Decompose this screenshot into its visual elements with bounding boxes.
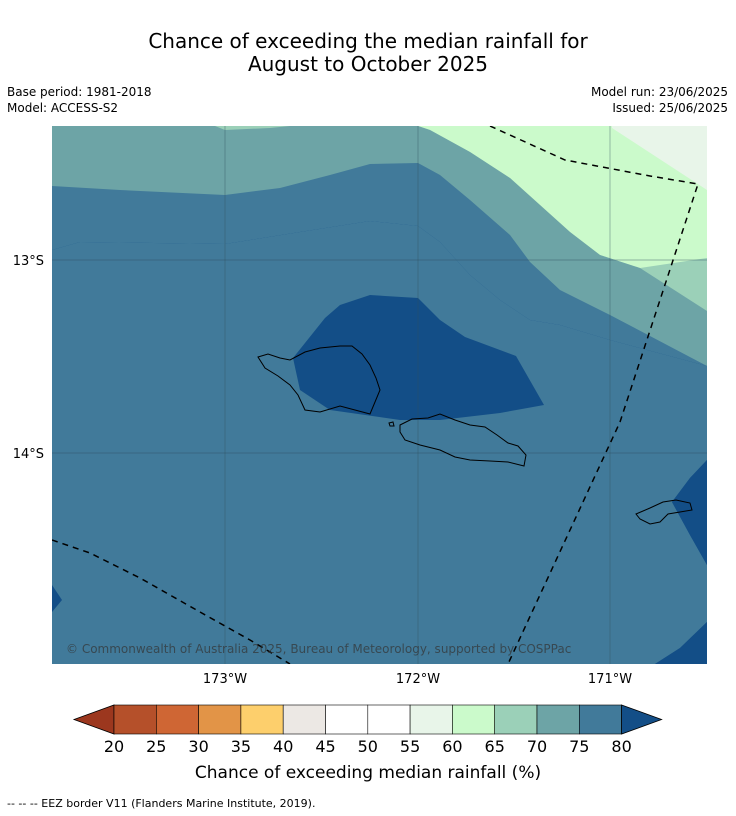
colorbar-segment	[240, 704, 284, 735]
colorbar: 20 25 30 35 40 45 50 55 60 65 70 75 80	[72, 704, 663, 756]
colorbar-segment	[409, 704, 453, 735]
colorbar-segment	[325, 704, 369, 735]
colorbar-segment	[156, 704, 199, 735]
colorbar-label: Chance of exceeding median rainfall (%)	[195, 763, 541, 783]
probability-contours: © Commonwealth of Australia 2025, Bureau…	[52, 126, 707, 664]
copyright-note: © Commonwealth of Australia 2025, Bureau…	[66, 642, 571, 656]
islands	[257, 345, 693, 525]
colorbar-tick-label: 25	[146, 737, 166, 756]
colorbar-segment	[113, 704, 157, 735]
colorbar-tick-label: 60	[442, 737, 462, 756]
lat-label-14s: 14°S	[13, 447, 44, 462]
colorbar-segment	[282, 704, 326, 735]
band-above-85-core	[293, 295, 544, 420]
model-name: Model: ACCESS-S2	[7, 101, 119, 115]
eez-border-east	[489, 126, 699, 664]
colorbar-segment	[367, 704, 411, 735]
colorbar-tick-label: 65	[485, 737, 505, 756]
lon-label-172w: 172°W	[396, 672, 440, 687]
colorbar-tick-label: 70	[527, 737, 547, 756]
map-title: Chance of exceeding the median rainfall …	[0, 30, 736, 76]
lon-label-173w: 173°W	[203, 672, 247, 687]
colorbar-extend-high	[621, 704, 663, 735]
title-line-2: August to October 2025	[247, 52, 489, 76]
band-above-85-west	[52, 585, 62, 612]
upolu-island	[399, 413, 527, 467]
title-line-1: Chance of exceeding the median rainfall …	[148, 29, 588, 53]
lat-label-13s: 13°S	[13, 254, 44, 269]
colorbar-tick-label: 80	[611, 737, 631, 756]
band-above-85-east	[672, 460, 707, 565]
tutuila-island	[635, 499, 693, 525]
colorbar-segment	[494, 704, 538, 735]
meta-right: Model run: 23/06/2025 Issued: 25/06/2025	[591, 84, 728, 116]
colorbar-segment	[452, 704, 495, 735]
small-islet	[388, 421, 395, 427]
colorbar-tick-label: 35	[231, 737, 251, 756]
colorbar-segment	[578, 704, 622, 735]
base-period: Base period: 1981-2018	[7, 85, 152, 99]
band-above-85-southeast	[655, 622, 707, 664]
savaii-island	[257, 345, 381, 415]
colorbar-tick-label: 55	[400, 737, 420, 756]
band-80-85-lower	[52, 221, 707, 664]
eez-border-southwest	[52, 539, 291, 664]
issued-date: Issued: 25/06/2025	[612, 101, 728, 115]
model-run: Model run: 23/06/2025	[590, 85, 728, 99]
colorbar-tick-label: 50	[358, 737, 378, 756]
colorbar-segment	[198, 704, 242, 735]
colorbar-tick-label: 40	[273, 737, 293, 756]
colorbar-tick-label: 30	[188, 737, 208, 756]
lat-labels: 13°S 14°S	[13, 254, 44, 462]
colorbar-tick-label: 45	[315, 737, 335, 756]
colorbar-extend-low	[72, 704, 115, 735]
gridlines	[52, 126, 707, 664]
eez-borders	[52, 126, 699, 664]
lon-labels: 173°W 172°W 171°W	[203, 672, 632, 687]
eez-footnote: -- -- -- EEZ border V11 (Flanders Marine…	[7, 797, 316, 810]
lon-label-171w: 171°W	[588, 672, 632, 687]
colorbar-tick-label: 20	[104, 737, 124, 756]
meta-left: Base period: 1981-2018 Model: ACCESS-S2	[7, 84, 152, 116]
colorbar-tick-label: 75	[569, 737, 589, 756]
colorbar-segment	[536, 704, 580, 735]
